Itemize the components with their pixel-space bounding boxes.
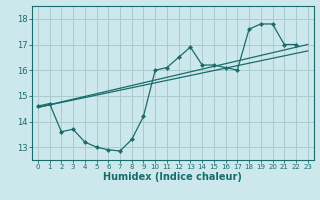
X-axis label: Humidex (Indice chaleur): Humidex (Indice chaleur) xyxy=(103,172,242,182)
